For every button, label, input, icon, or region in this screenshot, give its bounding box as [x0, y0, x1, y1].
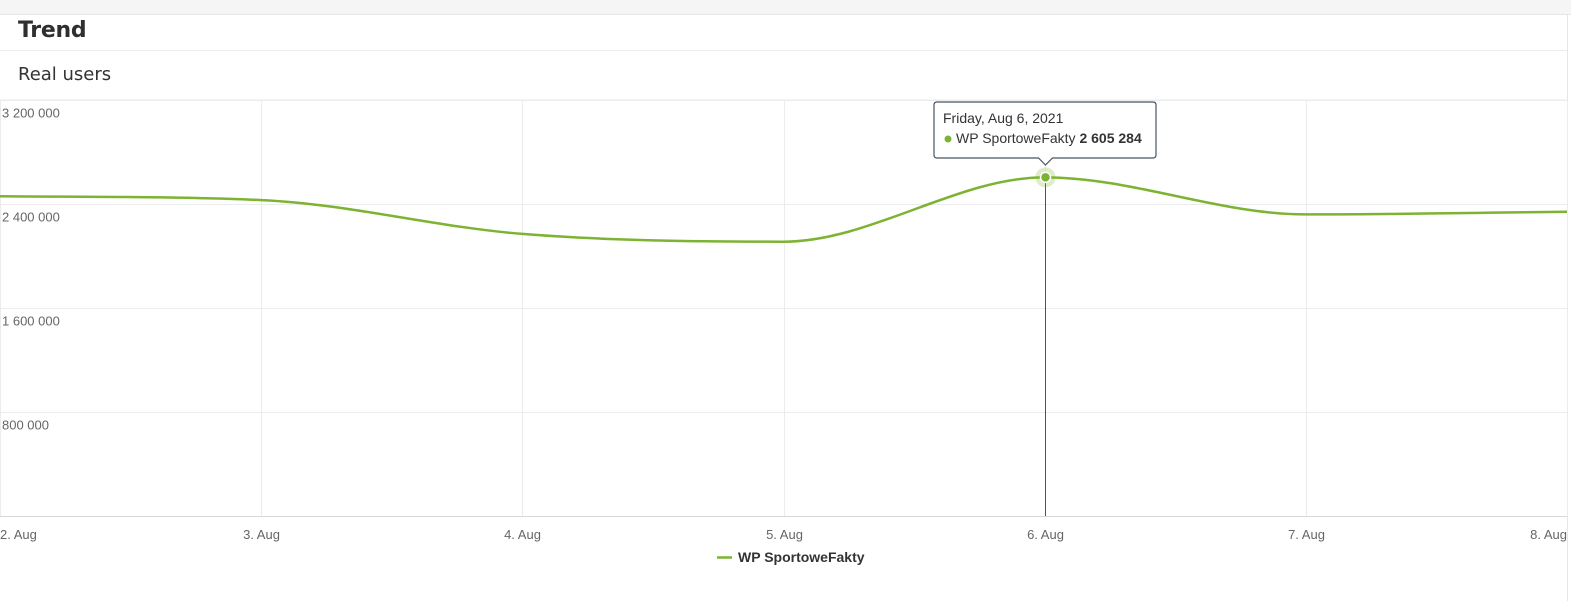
tooltip-series-marker — [944, 135, 952, 143]
y-tick-label: 2 400 000 — [2, 210, 60, 225]
tooltip-series-line: WP SportoweFakty 2 605 284 — [956, 130, 1142, 146]
y-tick-label: 1 600 000 — [2, 314, 60, 329]
title-row: Trend — [0, 15, 1567, 51]
tooltip-value: 2 605 284 — [1079, 130, 1141, 146]
y-tick-label: 3 200 000 — [2, 106, 60, 121]
x-tick-label: 2. Aug — [0, 527, 37, 542]
tooltip-box — [933, 101, 1157, 166]
x-tick-label: 5. Aug — [766, 527, 803, 542]
chart-subtitle: Real users — [18, 64, 112, 85]
tooltip-series-name: WP SportoweFakty — [956, 130, 1079, 146]
x-tick-label: 6. Aug — [1027, 527, 1064, 542]
top-bar — [0, 0, 1571, 15]
x-tick-label: 4. Aug — [504, 527, 541, 542]
tooltip-date: Friday, Aug 6, 2021 — [943, 110, 1064, 126]
hover-point[interactable] — [1039, 171, 1052, 184]
legend-item-label: WP SportoweFakty — [738, 549, 865, 565]
y-tick-label: 800 000 — [2, 418, 49, 433]
x-tick-label: 7. Aug — [1288, 527, 1325, 542]
series-line-wp-sportowefakty — [0, 176, 1568, 243]
panel-title: Trend — [18, 18, 87, 43]
x-tick-label: 8. Aug — [1530, 527, 1567, 542]
x-tick-label: 3. Aug — [243, 527, 280, 542]
